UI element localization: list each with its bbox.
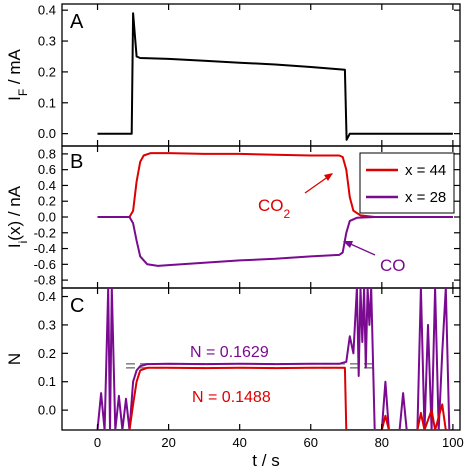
- y-tick-label: -0.2: [34, 225, 56, 240]
- y-tick-label: 0.3: [38, 34, 56, 49]
- panel-c: C 0.0 0.1 0.2 0.3 0.4 0 20 40 60 80 100 N N = 0.16…: [5, 287, 464, 470]
- annotation-co: CO: [343, 241, 406, 275]
- panel-a-ticks: 0.0 0.1 0.2 0.3 0.4: [38, 3, 460, 146]
- y-tick-label: 0.0: [38, 403, 56, 418]
- x-axis-title: t / s: [252, 451, 279, 470]
- y-tick-label: 0.2: [38, 346, 56, 361]
- y-tick-label: 0.6: [38, 162, 56, 177]
- legend-label-x44: x = 44: [405, 162, 446, 179]
- panel-b-ylabel: Ii(x) / nA: [5, 185, 30, 248]
- annotation-co2-arrowhead: [324, 173, 333, 181]
- series-line: [97, 12, 453, 141]
- panel-a-letter: A: [70, 11, 84, 33]
- panel-b-letter: B: [70, 151, 83, 173]
- annotation-co2-label: CO2: [258, 196, 291, 221]
- y-tick-label: 0.1: [38, 374, 56, 389]
- y-tick-label: 0.2: [38, 194, 56, 209]
- annotation-co2: CO2: [258, 173, 333, 221]
- y-tick-label: -0.8: [34, 273, 56, 288]
- y-tick-label: 0.4: [38, 178, 56, 193]
- panel-c-series: [96, 288, 453, 430]
- x-tick-label: 60: [304, 435, 318, 450]
- panel-c-frame: [61, 287, 461, 431]
- legend: x = 44 x = 28: [359, 152, 455, 214]
- x-tick-label: 20: [161, 435, 175, 450]
- y-tick-label: -0.4: [34, 241, 56, 256]
- y-tick-label: 0.4: [38, 3, 56, 18]
- y-tick-label: 0.1: [38, 95, 56, 110]
- series-line: [96, 288, 453, 430]
- panel-a: A 0.0 0.1 0.2 0.3 0.4 IF / mA: [5, 3, 461, 147]
- x-tick-label: 80: [375, 435, 389, 450]
- annotation-co-label: CO: [380, 256, 406, 275]
- y-tick-label: 0.3: [38, 317, 56, 332]
- legend-label-x28: x = 28: [405, 189, 446, 206]
- panel-b-series: [97, 152, 453, 267]
- series-line: [97, 216, 453, 267]
- y-tick-label: 0.0: [38, 126, 56, 141]
- panel-a-series: [97, 12, 453, 141]
- label-n-1629: N = 0.1629: [190, 344, 269, 361]
- x-tick-label: 100: [442, 435, 464, 450]
- panel-b: B 0.80.60.40.20.0-0.2-0.4-0.6-0.8 Ii(x) …: [5, 145, 461, 289]
- y-tick-label: -0.6: [34, 257, 56, 272]
- legend-box: [359, 152, 455, 214]
- panel-b-ticks: 0.80.60.40.20.0-0.2-0.4-0.6-0.8: [34, 146, 460, 288]
- series-line: [97, 366, 453, 430]
- annotation-co-arrowhead: [343, 241, 353, 248]
- panel-c-ylabel: N: [5, 353, 24, 365]
- series-line: [97, 152, 453, 218]
- y-tick-label: 0.8: [38, 146, 56, 161]
- panel-a-ylabel: IF / mA: [5, 48, 30, 100]
- panel-c-letter: C: [70, 295, 84, 317]
- x-tick-label: 0: [94, 435, 101, 450]
- panel-c-ticks: 0.0 0.1 0.2 0.3 0.4 0 20 40 60 80 100: [38, 288, 464, 450]
- panel-a-frame: [61, 3, 461, 147]
- y-tick-label: 0.0: [38, 210, 56, 225]
- label-n-1488: N = 0.1488: [192, 389, 271, 406]
- y-tick-label: 0.4: [38, 289, 56, 304]
- y-tick-label: 0.2: [38, 64, 56, 79]
- x-tick-label: 40: [232, 435, 246, 450]
